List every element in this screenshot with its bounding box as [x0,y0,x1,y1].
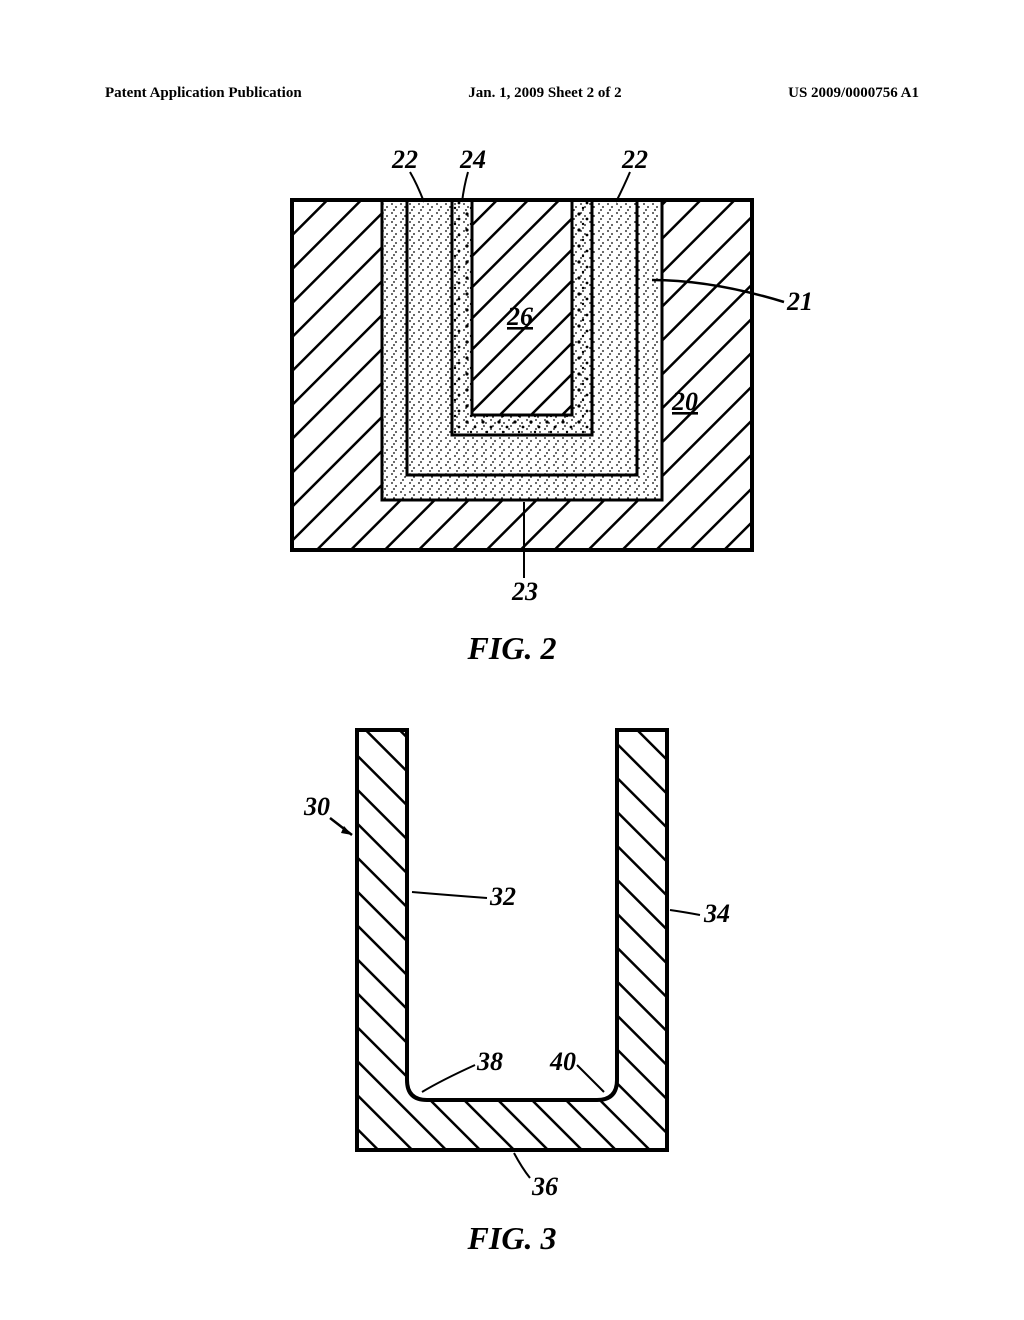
header-center: Jan. 1, 2009 Sheet 2 of 2 [468,85,621,102]
fig3-label: FIG. 3 [0,1220,1024,1257]
ref-23: 23 [511,577,538,606]
ref-40: 40 [549,1047,576,1076]
ref-20: 20 [671,387,698,416]
page-header: Patent Application Publication Jan. 1, 2… [105,85,919,102]
ref-30: 30 [303,792,330,821]
figure-3: 30 32 34 38 40 36 FIG. 3 [0,700,1024,1257]
ref-21: 21 [786,287,813,316]
ref-22a: 22 [391,145,418,174]
figure-2: 22 24 22 21 20 26 23 FIG. 2 [0,130,1024,667]
ref-36: 36 [531,1172,558,1200]
fig2-svg: 22 24 22 21 20 26 23 [192,130,832,610]
header-left: Patent Application Publication [105,85,302,102]
ref-34: 34 [703,899,730,928]
header-right: US 2009/0000756 A1 [788,85,919,102]
fig3-svg: 30 32 34 38 40 36 [232,700,792,1200]
ref-32: 32 [489,882,516,911]
ref-26: 26 [506,302,533,331]
fig2-label: FIG. 2 [0,630,1024,667]
ref-24: 24 [459,145,486,174]
ref-22b: 22 [621,145,648,174]
ref-38: 38 [476,1047,503,1076]
